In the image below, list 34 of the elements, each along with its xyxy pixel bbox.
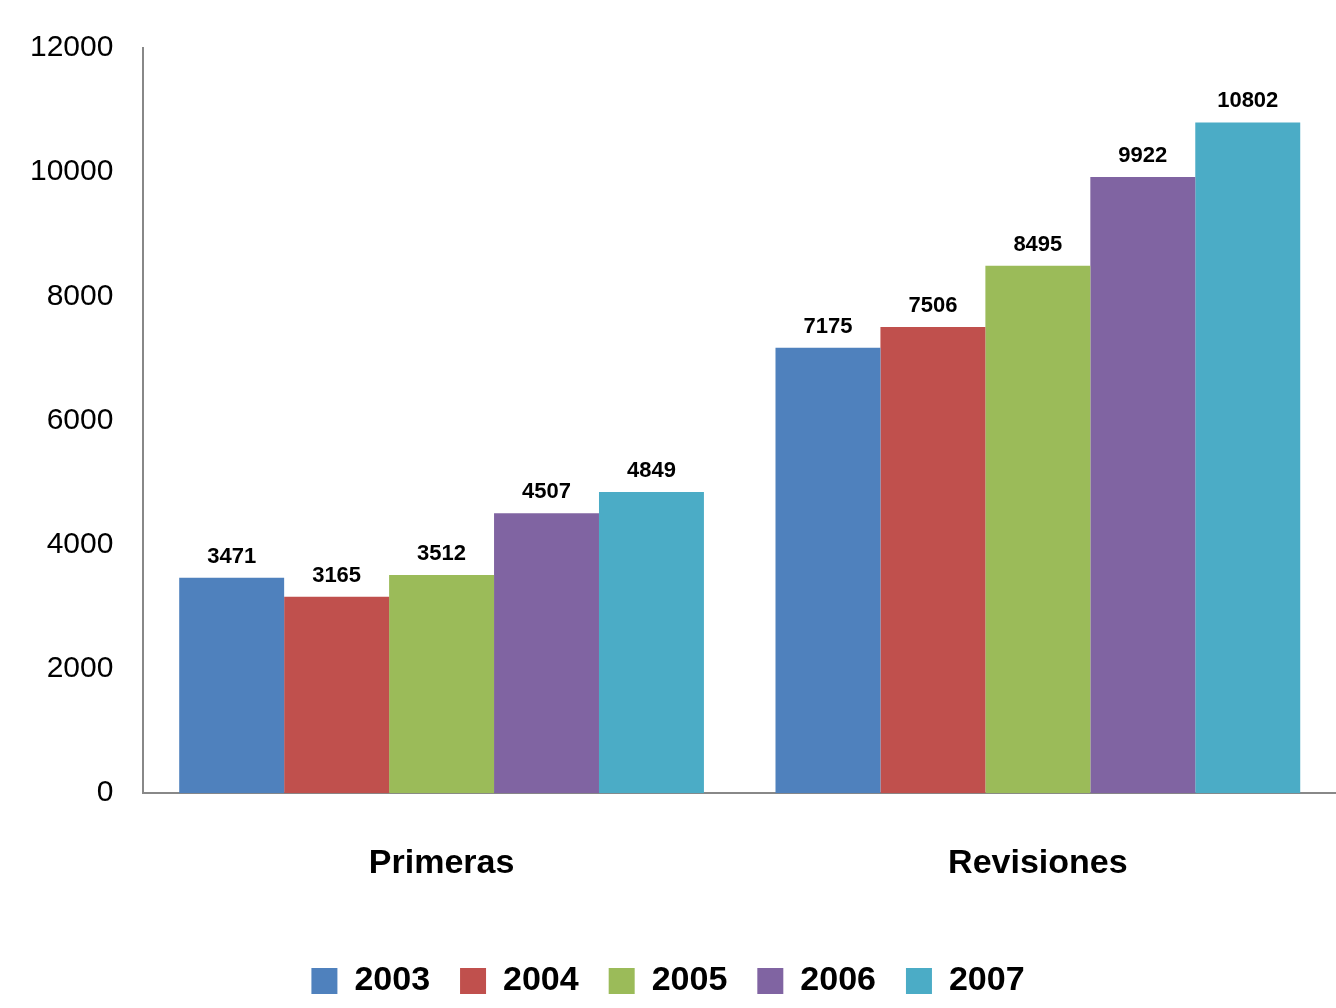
x-tick-label: Revisiones: [948, 841, 1128, 880]
legend-label: 2007: [948, 959, 1025, 998]
bar: [494, 513, 599, 794]
y-tick-label: 2000: [46, 650, 114, 684]
data-label: 3471: [207, 542, 257, 568]
data-label: 10802: [1217, 87, 1279, 113]
data-label: 3165: [312, 561, 362, 587]
y-tick-label: 12000: [29, 29, 114, 63]
data-label: 4507: [522, 478, 571, 504]
legend-label: 2006: [800, 959, 876, 998]
bar: [1090, 177, 1196, 794]
bar: [775, 347, 881, 794]
x-tick-label: Primeras: [368, 841, 515, 880]
bar: [179, 577, 285, 794]
legend-label: 2004: [503, 959, 579, 998]
data-label: 4849: [626, 457, 676, 483]
bar: [1195, 122, 1301, 794]
y-tick-label: 0: [96, 774, 114, 808]
y-tick-label: 6000: [46, 401, 114, 435]
bar: [389, 575, 495, 794]
legend-label: 2005: [651, 959, 728, 998]
y-tick-label: 8000: [46, 277, 114, 311]
data-label: 8495: [1013, 230, 1063, 256]
y-tick-label: 4000: [46, 526, 114, 560]
data-label: 9922: [1118, 142, 1168, 168]
bar: [598, 492, 704, 794]
bar: [284, 596, 390, 794]
bar: [985, 265, 1091, 794]
y-tick-label: 10000: [29, 153, 114, 187]
legend-label: 2003: [354, 959, 431, 998]
bar: [880, 327, 986, 794]
data-label: 7175: [803, 312, 853, 338]
data-label: 3512: [417, 540, 467, 566]
data-label: 7506: [908, 292, 958, 318]
